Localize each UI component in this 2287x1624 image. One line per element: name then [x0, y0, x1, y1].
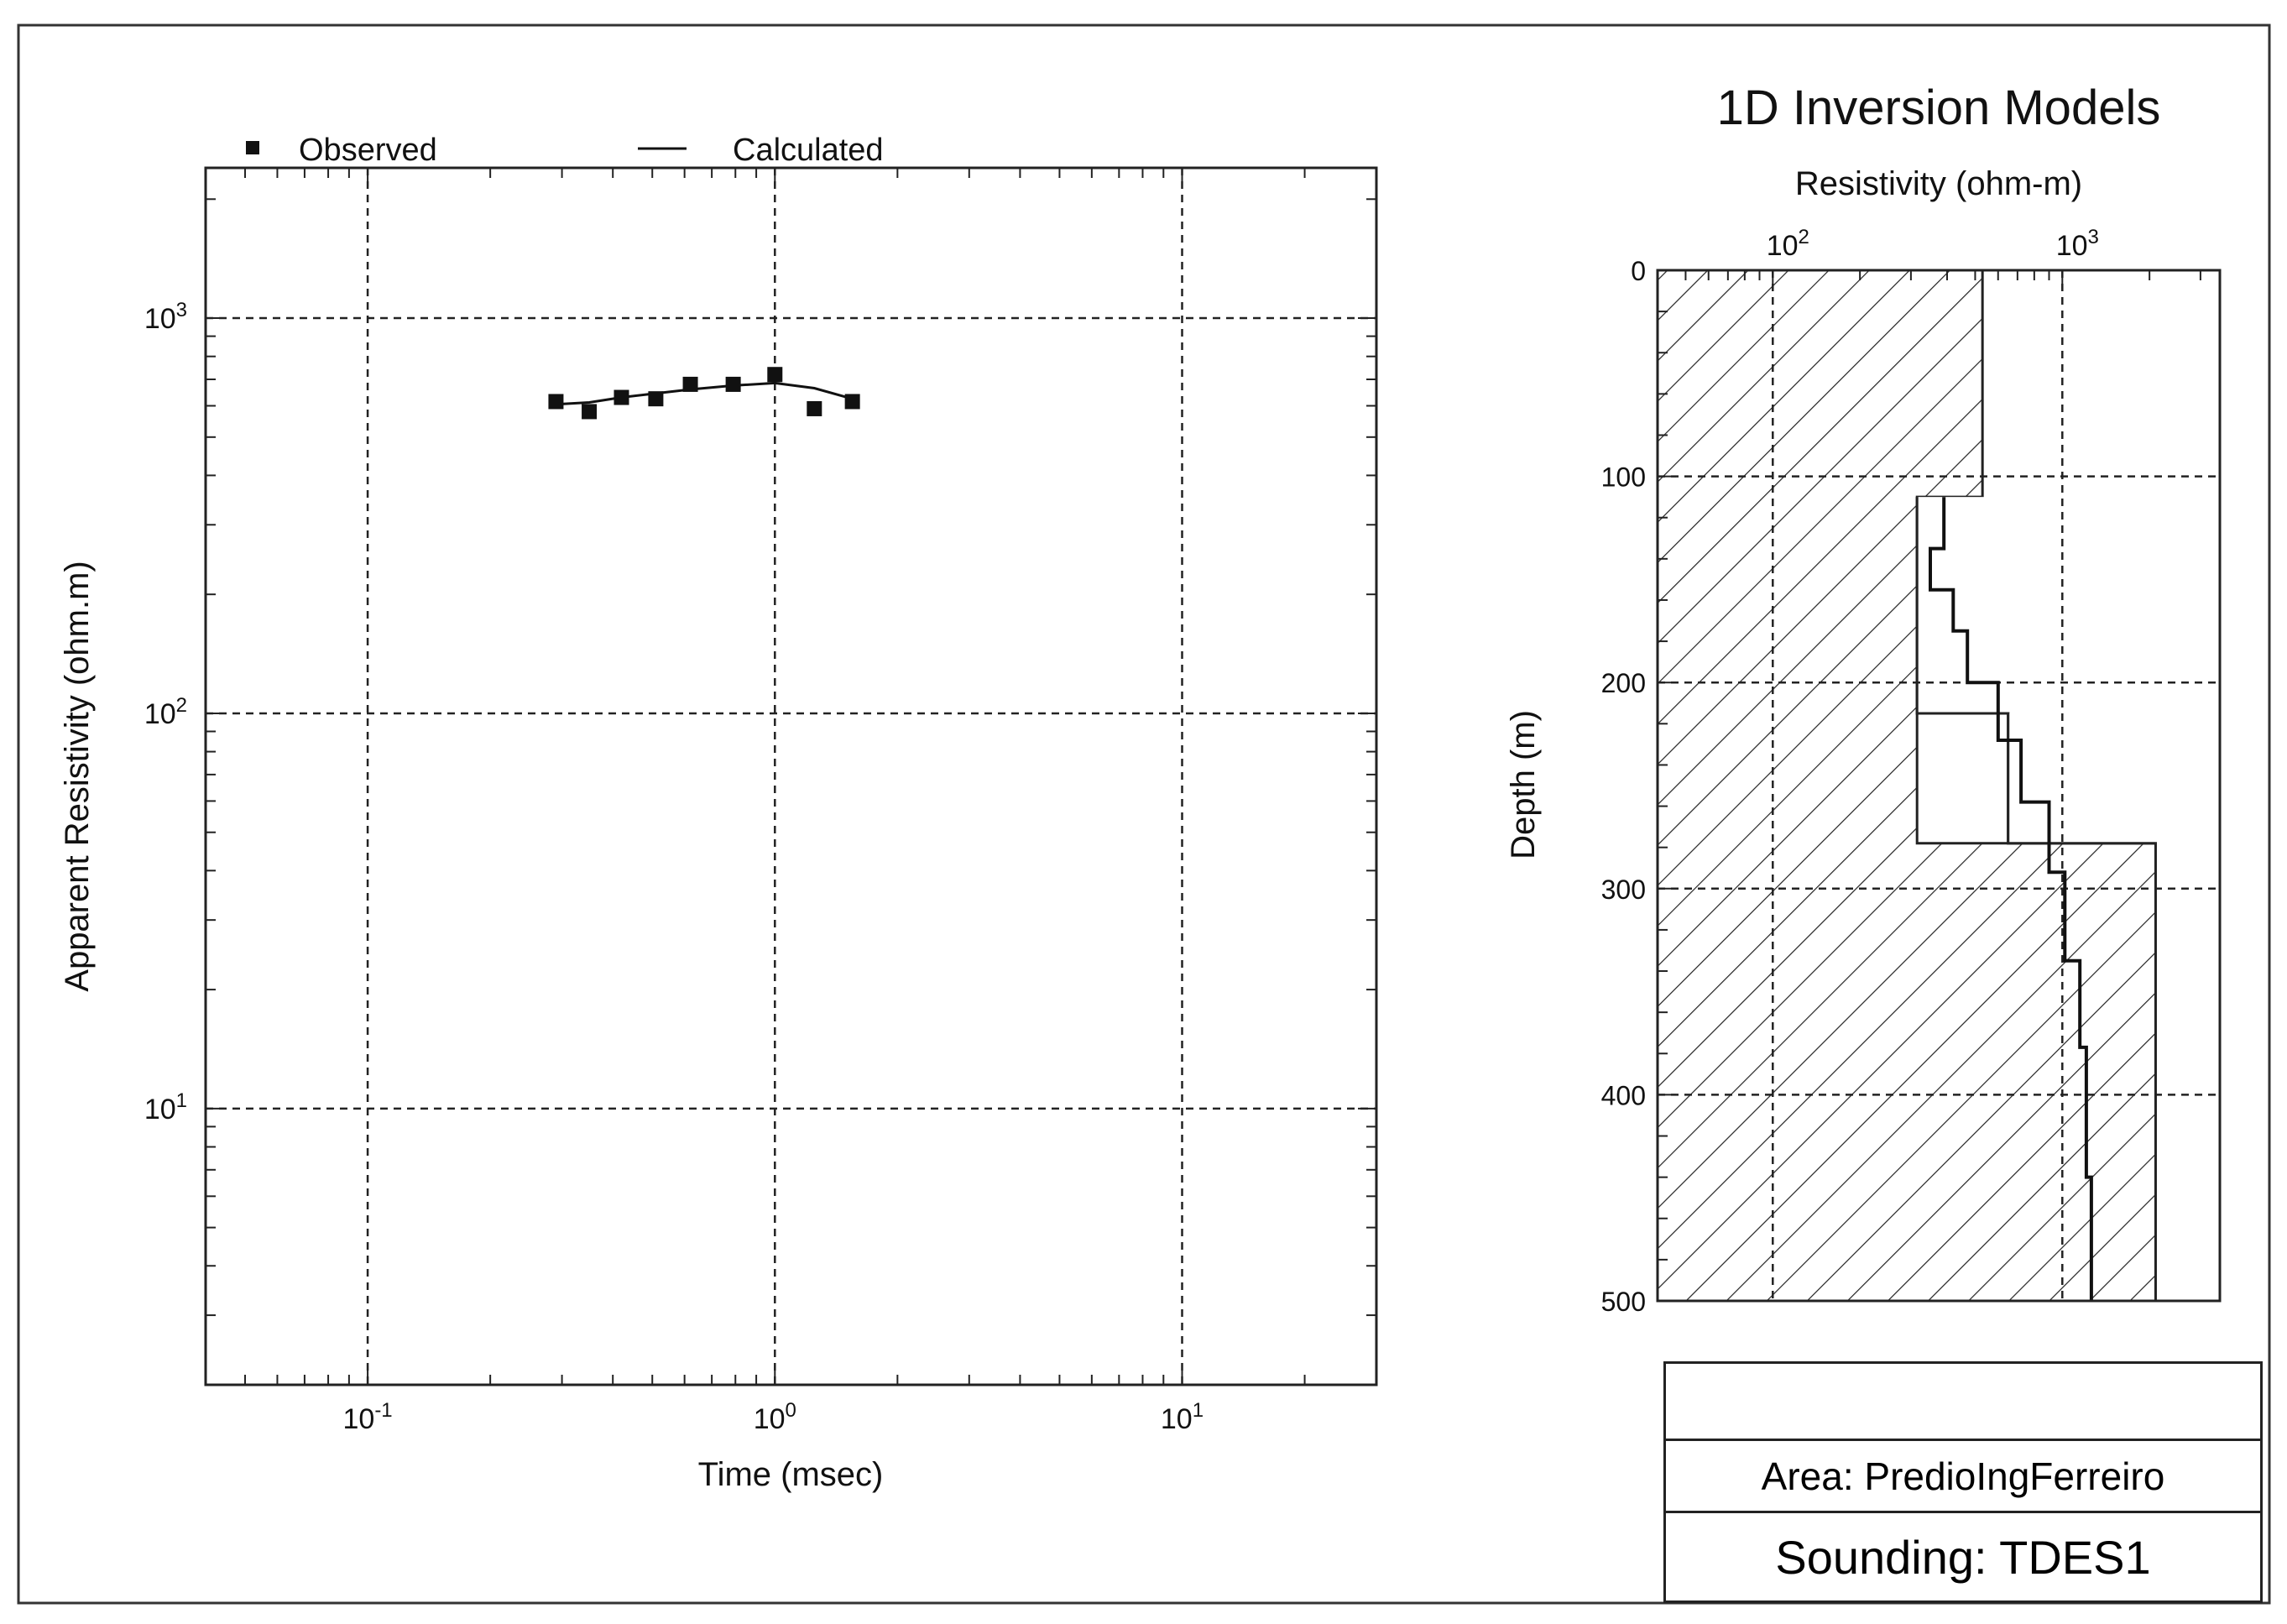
- right-grid: [1658, 270, 2220, 1301]
- left-y-tick-label-0: 101: [144, 1089, 187, 1125]
- right-x-tick-label-0: 102: [1767, 226, 1809, 262]
- sounding-label: Sounding: TDES1: [1663, 1511, 2263, 1603]
- right-y-tick-labels: 0 100 200 300 400 500: [1601, 256, 1646, 1317]
- left-y-tick-label-2: 103: [144, 299, 187, 335]
- observed-series-points: [548, 367, 860, 420]
- info-blank-row: [1663, 1361, 2263, 1439]
- legend-observed-marker: [246, 141, 259, 154]
- right-x-axis-label: Resistivity (ohm-m): [1795, 165, 2082, 202]
- observed-point-0: [548, 394, 564, 410]
- legend-calculated-label: Calculated: [733, 133, 884, 168]
- inversion-model-chart: 1D Inversion Models Resistivity (ohm-m) …: [1505, 81, 2222, 1317]
- left-y-tick-label-1: 102: [144, 694, 187, 730]
- observed-point-3: [648, 391, 664, 407]
- legend: Observed Calculated: [246, 133, 884, 168]
- observed-point-8: [844, 394, 860, 410]
- observed-point-1: [582, 404, 598, 420]
- apparent-resistivity-chart: 10-1 100 101 101 102 103 Time (msec) Apparen…: [59, 133, 1378, 1493]
- observed-point-4: [682, 376, 698, 392]
- legend-observed-label: Observed: [299, 133, 437, 168]
- model-step-line: [1929, 497, 2093, 1301]
- right-x-tick-label-1: 103: [2056, 226, 2099, 262]
- left-x-tick-labels: 10-1 100 101: [342, 1399, 1204, 1435]
- envelope-gap-outline-lower: [2007, 713, 2156, 845]
- right-y-tick-label-3: 300: [1601, 875, 1646, 905]
- left-grid: [206, 168, 1376, 1385]
- left-y-tick-labels: 101 102 103: [144, 299, 187, 1125]
- right-y-axis-label: Depth (m): [1505, 710, 1542, 859]
- left-x-tick-label-2: 101: [1161, 1399, 1204, 1435]
- right-y-tick-label-5: 500: [1601, 1287, 1646, 1317]
- observed-point-5: [725, 376, 741, 392]
- area-label: Area: PredioIngFerreiro: [1663, 1439, 2263, 1511]
- envelope-gap-lower: [2008, 713, 2156, 843]
- observed-point-6: [767, 367, 783, 383]
- model-envelope-hatch: [1656, 269, 2157, 1303]
- left-x-tick-label-0: 10-1: [342, 1399, 392, 1435]
- outer-border: [17, 23, 2271, 1605]
- left-plot-area: [204, 166, 1378, 1386]
- right-y-tick-label-2: 200: [1601, 668, 1646, 698]
- envelope-gap-upper: [1917, 497, 2008, 714]
- right-chart-title: 1D Inversion Models: [1717, 81, 2161, 135]
- observed-point-2: [614, 389, 629, 405]
- left-minor-ticks: [205, 168, 1377, 1386]
- right-y-tick-label-1: 100: [1601, 462, 1646, 493]
- left-x-tick-label-1: 100: [754, 1399, 796, 1435]
- right-plot-area: [1656, 269, 2222, 1303]
- left-x-axis-label: Time (msec): [698, 1456, 884, 1493]
- right-y-tick-label-4: 400: [1601, 1080, 1646, 1110]
- right-x-tick-labels: 102 103: [1767, 226, 2099, 262]
- left-y-axis-label: Apparent Resistivity (ohm.m): [59, 561, 96, 991]
- right-y-tick-label-0: 0: [1631, 256, 1646, 286]
- observed-point-7: [807, 400, 822, 416]
